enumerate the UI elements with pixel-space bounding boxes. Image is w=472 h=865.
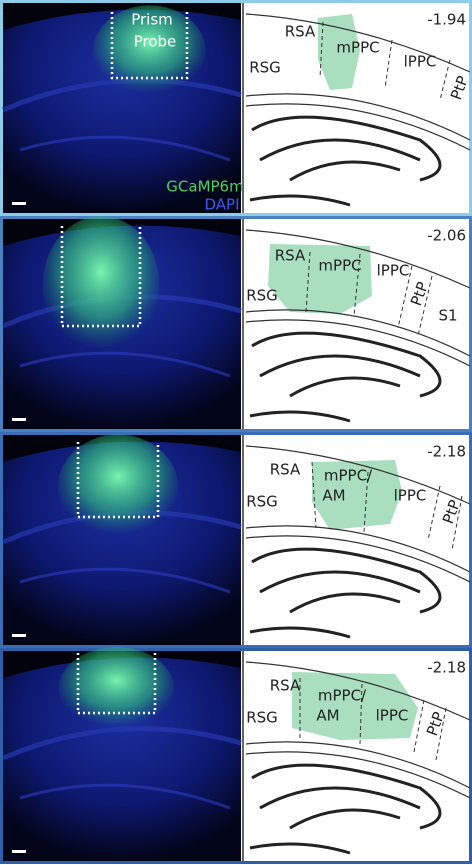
region-label: mPPC [336,39,379,57]
fluorescence [58,435,178,540]
image-label: DAPI [204,196,239,214]
region-label: lPPC [394,487,427,505]
image-label: Probe [134,33,177,51]
scale-bar [12,634,26,637]
region-label: AM [316,707,339,725]
bregma-coordinate: -2.06 [427,227,466,245]
region-label: S1 [438,307,457,325]
bregma-coordinate: -2.18 [427,443,466,461]
scale-bar [12,202,26,205]
region-label: RSG [246,493,278,511]
region-label: RSG [246,709,278,727]
region-label: RSA [285,23,316,41]
region-label: RSG [249,59,281,77]
region-label: RSA [270,461,301,479]
region-label: RSG [246,287,278,305]
figure: -1.94RSAmPPClPPCRSGPtP-2.06RSAmPPClPPCRS… [0,0,472,865]
region-label: lPPC [377,262,410,280]
region-label: RSA [270,677,301,695]
fluorescence [59,647,175,731]
image-label: Prism [131,11,173,29]
region-label: lPPC [376,707,409,725]
region-label: RSA [275,247,306,265]
bregma-coordinate: -2.18 [427,659,466,677]
region-label: lPPC [404,53,437,71]
fluorescence [43,216,160,356]
region-label: mPPC [318,257,361,275]
image-label: GCaMP6m [166,178,243,196]
scale-bar [12,418,26,421]
page: -1.94RSAmPPClPPCRSGPtP-2.06RSAmPPClPPCRS… [0,0,472,865]
bregma-coordinate: -1.94 [427,11,466,29]
region-label: mPPC/ [318,687,367,705]
scale-bar [12,850,26,853]
region-label: AM [322,487,345,505]
region-label: mPPC/ [324,467,373,485]
